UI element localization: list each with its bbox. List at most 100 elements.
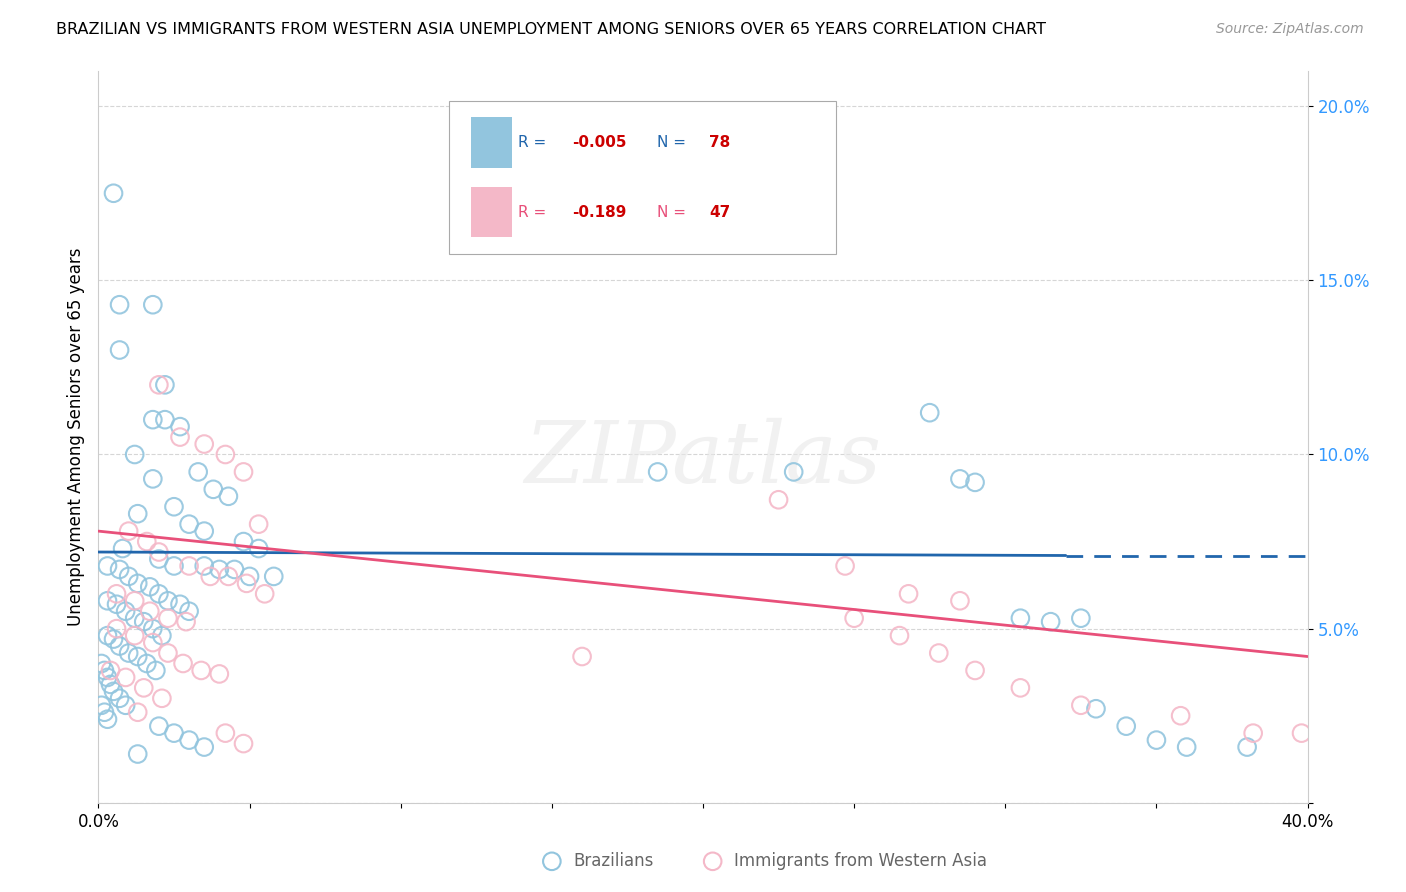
Point <box>247 541 270 556</box>
Point <box>179 733 201 747</box>
Point <box>571 649 593 664</box>
Point <box>103 186 125 201</box>
Point <box>114 698 136 713</box>
Text: -0.005: -0.005 <box>572 135 627 150</box>
Point <box>1010 611 1032 625</box>
Point <box>179 517 201 532</box>
Point <box>96 712 118 726</box>
Point <box>124 629 146 643</box>
Point <box>263 569 285 583</box>
Point <box>163 500 186 514</box>
Point <box>844 611 866 625</box>
Point <box>156 594 179 608</box>
Point <box>148 552 170 566</box>
Point <box>118 524 141 538</box>
Point <box>135 534 157 549</box>
Point <box>100 677 122 691</box>
Text: Brazilians: Brazilians <box>574 853 654 871</box>
Point <box>889 629 911 643</box>
Point <box>783 465 806 479</box>
Point <box>118 569 141 583</box>
Point <box>1175 740 1198 755</box>
Point <box>118 646 141 660</box>
Point <box>153 377 176 392</box>
Point <box>127 705 149 719</box>
Text: Immigrants from Western Asia: Immigrants from Western Asia <box>734 853 987 871</box>
Point <box>169 597 191 611</box>
Point <box>768 492 790 507</box>
Point <box>193 437 215 451</box>
Text: Source: ZipAtlas.com: Source: ZipAtlas.com <box>1216 22 1364 37</box>
Point <box>93 664 115 678</box>
Point <box>150 691 173 706</box>
Text: ZIPatlas: ZIPatlas <box>524 417 882 500</box>
Text: -0.189: -0.189 <box>572 204 627 219</box>
Point <box>105 622 128 636</box>
Point <box>1070 698 1092 713</box>
Point <box>156 611 179 625</box>
Point <box>179 558 201 573</box>
Point <box>1170 708 1192 723</box>
Point <box>949 472 972 486</box>
Point <box>132 681 155 695</box>
Point <box>253 587 276 601</box>
Y-axis label: Unemployment Among Seniors over 65 years: Unemployment Among Seniors over 65 years <box>66 248 84 626</box>
Text: 78: 78 <box>709 135 730 150</box>
Point <box>132 615 155 629</box>
Text: R =: R = <box>517 135 551 150</box>
Point <box>150 629 173 643</box>
Point <box>217 489 239 503</box>
Point <box>124 448 146 462</box>
Point <box>163 558 186 573</box>
Point <box>169 419 191 434</box>
Point <box>124 611 146 625</box>
Point <box>1115 719 1137 733</box>
Point <box>169 430 191 444</box>
Point <box>135 657 157 671</box>
Point <box>114 670 136 684</box>
Point <box>1085 702 1108 716</box>
Point <box>1039 615 1062 629</box>
Point <box>918 406 941 420</box>
Point <box>148 377 170 392</box>
Point <box>200 569 222 583</box>
Point <box>190 664 212 678</box>
FancyBboxPatch shape <box>471 186 512 237</box>
Point <box>163 726 186 740</box>
Point <box>928 646 950 660</box>
Point <box>172 657 194 671</box>
Point <box>949 594 972 608</box>
Point <box>156 646 179 660</box>
Point <box>208 562 231 576</box>
Point <box>217 569 239 583</box>
Point <box>127 576 149 591</box>
Point <box>232 534 254 549</box>
Point <box>208 667 231 681</box>
Point <box>108 639 131 653</box>
Point <box>1010 681 1032 695</box>
Point <box>114 604 136 618</box>
Point <box>179 604 201 618</box>
Text: N =: N = <box>657 135 690 150</box>
Point <box>127 649 149 664</box>
Point <box>96 670 118 684</box>
Point <box>965 664 987 678</box>
Point <box>153 412 176 426</box>
Point <box>103 684 125 698</box>
Point <box>108 691 131 706</box>
Point <box>202 483 225 497</box>
Point <box>232 737 254 751</box>
Point <box>105 597 128 611</box>
Text: 47: 47 <box>709 204 730 219</box>
Point <box>93 705 115 719</box>
Point <box>145 664 167 678</box>
Point <box>108 562 131 576</box>
Point <box>148 545 170 559</box>
Point <box>142 412 165 426</box>
Point <box>1241 726 1264 740</box>
Point <box>108 298 131 312</box>
Point <box>90 698 112 713</box>
Point <box>142 472 165 486</box>
Point <box>1291 726 1313 740</box>
Point <box>897 587 920 601</box>
